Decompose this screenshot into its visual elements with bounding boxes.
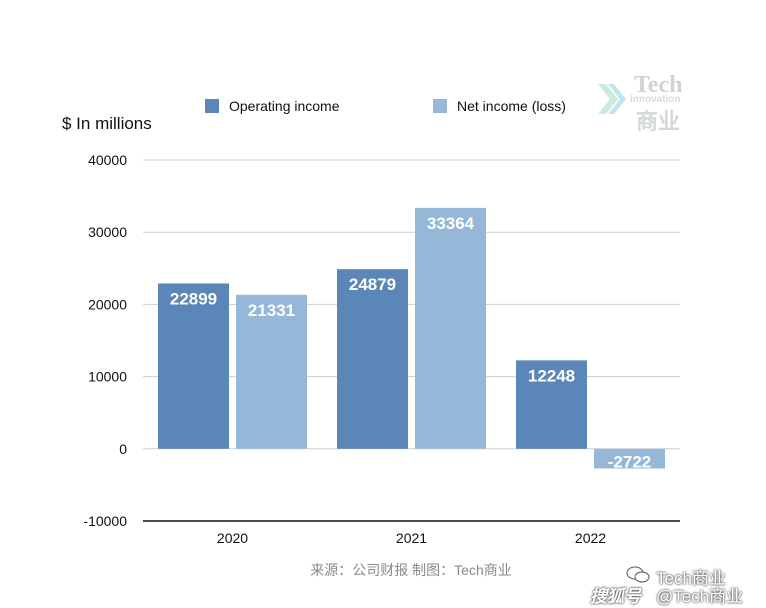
- y-tick-label: 10000: [88, 369, 127, 385]
- watermark-logo: Tech Innovation 商业: [596, 72, 696, 134]
- bar: [594, 448, 665, 469]
- bar: [415, 207, 486, 449]
- y-tick-label: 30000: [88, 224, 127, 240]
- watermark-account-name: Tech商业: [656, 569, 726, 588]
- watermark-account-handle: @Tech商业: [656, 587, 744, 606]
- watermark-logo-chinese: 商业: [636, 109, 681, 134]
- legend-swatch: [433, 99, 447, 113]
- legend-label: Operating income: [229, 98, 340, 114]
- unit-label: $ In millions: [62, 114, 152, 133]
- x-tick-label: 2020: [217, 530, 248, 546]
- arrow-logo-icon: [598, 84, 626, 114]
- bar: [337, 269, 408, 449]
- legend-swatch: [205, 99, 219, 113]
- bar: [158, 283, 229, 449]
- watermark-logo-tech: Tech: [634, 72, 683, 98]
- bar: [516, 360, 587, 449]
- x-tick-label: 2021: [396, 530, 427, 546]
- data-label: 22899: [170, 289, 217, 308]
- data-label: 24879: [349, 275, 396, 294]
- x-tick-label: 2022: [575, 530, 606, 546]
- data-label: -2722: [608, 452, 651, 471]
- watermark-platform: 搜狐号: [590, 587, 641, 606]
- y-tick-label: 20000: [88, 296, 127, 312]
- source-note: 来源：公司财报 制图：Tech商业: [310, 562, 512, 578]
- bar: [236, 294, 307, 449]
- data-label: 33364: [427, 214, 475, 233]
- data-label: 12248: [528, 366, 575, 385]
- wechat-icon: [626, 566, 650, 583]
- watermark-account: Tech商业 搜狐号 @Tech商业: [590, 564, 758, 608]
- legend-label: Net income (loss): [457, 98, 566, 114]
- y-tick-label: 40000: [88, 152, 127, 168]
- data-label: 21331: [248, 301, 295, 320]
- y-tick-label: -10000: [83, 513, 127, 529]
- y-tick-label: 0: [119, 441, 127, 457]
- watermark-logo-innovation: Innovation: [630, 94, 681, 105]
